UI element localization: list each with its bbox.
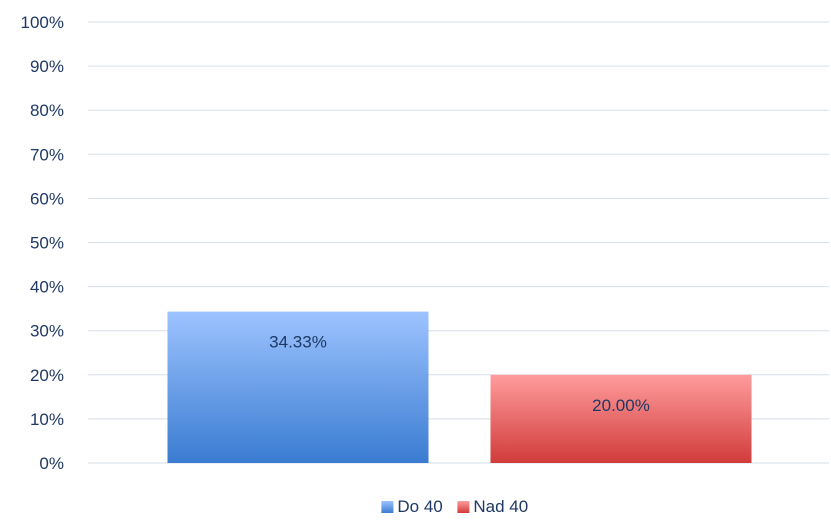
legend: Do 40 Nad 40 — [381, 497, 528, 516]
y-tick-label: 80% — [30, 101, 64, 120]
data-label: 20.00% — [592, 396, 650, 415]
y-tick-label: 90% — [30, 57, 64, 76]
y-tick-label: 30% — [30, 322, 64, 341]
y-tick-label: 10% — [30, 410, 64, 429]
bar-do-40 — [167, 311, 429, 463]
bar-nad-40 — [490, 374, 752, 463]
legend-label: Do 40 — [397, 497, 442, 516]
y-tick-label: 0% — [39, 454, 64, 473]
y-tick-label: 50% — [30, 234, 64, 253]
legend-label: Nad 40 — [473, 497, 528, 516]
y-tick-label: 20% — [30, 366, 64, 385]
y-tick-label: 70% — [30, 145, 64, 164]
y-tick-label: 100% — [21, 13, 64, 32]
plot-area: 34.33% 20.00% — [167, 311, 752, 463]
data-label: 34.33% — [269, 333, 327, 352]
legend-swatch — [381, 501, 394, 513]
y-tick-label: 40% — [30, 278, 64, 297]
legend-swatch — [457, 501, 470, 513]
y-axis: 0% 10% 20% 30% 40% 50% 60% 70% 80% 90% 100% — [21, 13, 64, 473]
y-tick-label: 60% — [30, 189, 64, 208]
